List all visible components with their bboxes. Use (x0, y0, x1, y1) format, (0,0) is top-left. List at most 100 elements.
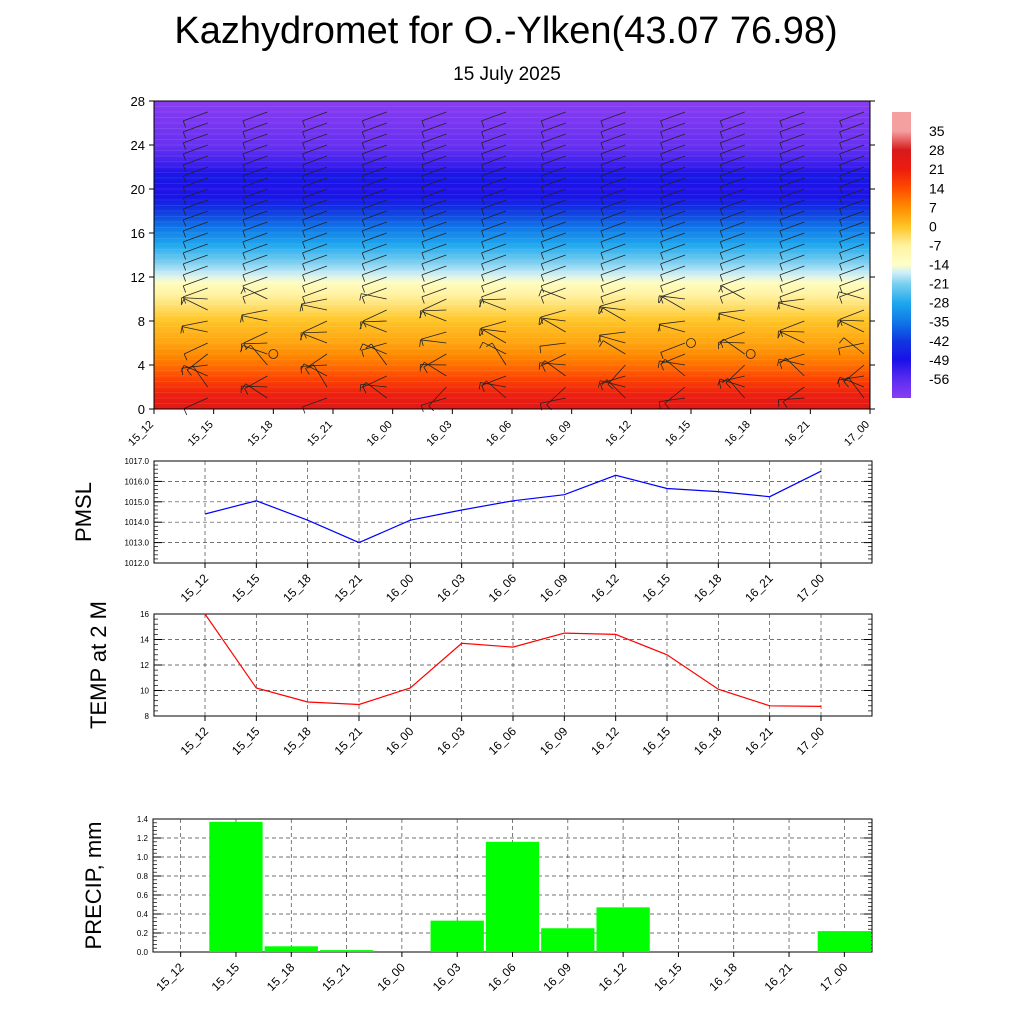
wind-barb-flag (598, 380, 601, 388)
wind-barb-flag (540, 186, 545, 194)
wind-barb-flag (839, 263, 843, 271)
wind-barb-flag (660, 142, 664, 150)
wind-barb-flag (479, 342, 484, 349)
wind-barb-shaft (539, 317, 566, 322)
wind-barb (660, 177, 686, 194)
wind-barb-flag (361, 382, 367, 389)
wind-barb-shaft (241, 385, 268, 388)
wind-barb-shaft (541, 289, 566, 300)
wind-barb (242, 177, 268, 194)
wind-barb (660, 353, 686, 371)
wind-barb-shaft (720, 111, 745, 122)
wind-barb (428, 386, 447, 412)
wind-barb-shaft (779, 320, 805, 331)
wind-barb-shaft (779, 287, 805, 298)
wind-barb (240, 385, 268, 394)
wind-barb-flag (361, 219, 366, 227)
wind-barb-flag (302, 120, 306, 128)
wind-barb (779, 111, 805, 128)
x-tick-label: 16_09 (544, 419, 574, 449)
wind-barb (839, 337, 865, 355)
wind-barb-shaft (423, 353, 447, 368)
x-tick-label: 16_03 (424, 419, 454, 449)
colorbar-label: -42 (929, 333, 949, 349)
wind-barb-flag (361, 296, 366, 304)
wind-barb-shaft (421, 210, 447, 221)
wind-barb-flag (779, 120, 783, 128)
wind-barb-shaft (720, 199, 745, 210)
wind-barb-shaft (242, 232, 268, 243)
y-tick-label: 24 (131, 138, 145, 153)
wind-barb-flag (664, 403, 670, 410)
wind-barb (359, 293, 387, 301)
wind-barb-shaft (183, 265, 208, 276)
wind-barb-shaft (659, 295, 686, 300)
wind-barb-shaft (482, 341, 507, 355)
wind-barb (777, 397, 805, 407)
wind-barb-shaft (242, 276, 268, 287)
wind-barb (719, 243, 745, 260)
wind-barb-flag (421, 296, 425, 304)
wind-barb-flag (361, 252, 366, 260)
wind-barb-shaft (362, 188, 387, 199)
wind-barb-shaft (600, 166, 626, 177)
wind-barb-flag (421, 230, 425, 238)
wind-barb (719, 177, 745, 194)
y-tick-label: 0.2 (137, 929, 149, 938)
wind-barb (361, 133, 387, 150)
wind-barb-shaft (481, 122, 507, 133)
wind-barb-flag (600, 175, 604, 183)
wind-barb-shaft (242, 155, 268, 166)
wind-barb-shaft (600, 188, 626, 199)
wind-barb-flag (658, 324, 661, 332)
wind-barb (478, 328, 507, 336)
x-tick-label: 15_15 (186, 419, 216, 449)
wind-barb (719, 210, 745, 227)
wind-barb-shaft (242, 221, 268, 232)
wind-barb (242, 122, 268, 139)
x-tick-label: 16_12 (596, 960, 630, 994)
x-tick-label: 16_03 (434, 724, 468, 758)
wind-barb-flag (600, 285, 604, 293)
wind-barb-shaft (720, 122, 745, 133)
wind-barb-flag (540, 131, 545, 139)
wind-barb-flag (481, 219, 485, 227)
wind-barb (540, 276, 566, 293)
wind-barb-shaft (183, 166, 208, 177)
wind-barb-flag (361, 153, 366, 161)
wind-barb-flag (180, 326, 183, 334)
wind-barb-shaft (660, 144, 686, 155)
wind-barb (660, 287, 686, 304)
colorbar-label: 35 (929, 123, 945, 139)
wind-barb-flag (419, 339, 421, 347)
y-tick-label: 28 (131, 94, 145, 109)
wind-barb-shaft (483, 329, 507, 344)
wind-barb (302, 155, 328, 172)
wind-barb-shaft (541, 265, 566, 276)
wind-barb (540, 133, 566, 150)
wind-barb-flag (777, 359, 780, 367)
wind-barb-shaft (422, 298, 447, 311)
wind-barb-shaft (778, 298, 805, 303)
wind-barb (361, 122, 387, 139)
wind-barb-shaft (541, 199, 566, 210)
precip-bar (817, 931, 871, 952)
wind-barb (719, 133, 745, 150)
wind-barb-flag (186, 369, 192, 376)
colorbar-label: -56 (929, 371, 949, 387)
wind-barb-flag (660, 120, 664, 128)
wind-barb-flag (540, 219, 545, 227)
wind-barb-shaft (660, 111, 686, 122)
wind-barb (836, 291, 865, 300)
wind-barb-flag (359, 343, 364, 351)
wind-barb (779, 188, 805, 205)
wind-barb-flag (421, 208, 425, 216)
wind-barb-flag (539, 318, 544, 326)
wind-barb-flag (481, 131, 485, 139)
colorbar-label: -28 (929, 295, 949, 311)
wind-barb-shaft (421, 243, 447, 254)
wind-barb (421, 243, 447, 260)
wind-barb (839, 309, 865, 326)
wind-barb (719, 254, 745, 271)
wind-barb (657, 295, 686, 303)
